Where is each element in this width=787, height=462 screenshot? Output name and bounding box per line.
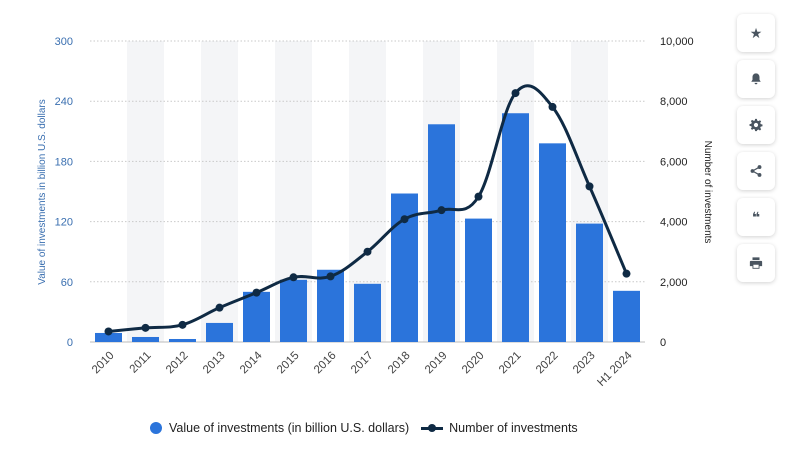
- x-tick-label: 2021: [497, 350, 524, 377]
- y-axis-left-title: Value of investments in billion U.S. dol…: [37, 99, 48, 284]
- bar[interactable]: [132, 336, 159, 342]
- y-tick-left: 0: [67, 337, 73, 349]
- line-series: [104, 84, 631, 336]
- x-tick-label: 2012: [164, 350, 191, 377]
- column-band: [201, 41, 238, 342]
- x-tick-label: 2022: [534, 350, 561, 377]
- quote-icon: ❝: [751, 208, 761, 225]
- y-tick-right: 0: [660, 337, 666, 349]
- x-tick-label: 2011: [128, 350, 154, 376]
- line-point[interactable]: [363, 247, 372, 256]
- x-tick-label: 2020: [460, 350, 487, 377]
- y-tick-right: 10,000: [660, 36, 694, 48]
- line-point[interactable]: [252, 288, 261, 297]
- line-point[interactable]: [104, 327, 113, 336]
- legend: Value of investments (in billion U.S. do…: [150, 421, 590, 435]
- legend-bar-label: Value of investments (in billion U.S. do…: [169, 421, 410, 435]
- bars: [95, 113, 640, 343]
- bar[interactable]: [502, 113, 529, 343]
- line-point[interactable]: [326, 272, 335, 281]
- bar[interactable]: [465, 218, 492, 342]
- settings-button[interactable]: [737, 106, 775, 144]
- bar[interactable]: [539, 143, 566, 342]
- line-point[interactable]: [141, 323, 150, 332]
- legend-item-line[interactable]: Number of investments: [421, 421, 578, 435]
- bar[interactable]: [95, 332, 122, 342]
- legend-item-bars[interactable]: Value of investments (in billion U.S. do…: [150, 421, 409, 435]
- x-tick-label: 2010: [90, 350, 117, 377]
- y-tick-left: 300: [55, 36, 73, 48]
- y-tick-left: 120: [55, 217, 73, 229]
- line-point[interactable]: [437, 206, 446, 215]
- favorite-button[interactable]: ★: [737, 14, 775, 52]
- y-tick-right: 8,000: [660, 96, 688, 108]
- x-tick-label: 2013: [201, 350, 228, 377]
- bar[interactable]: [576, 223, 603, 342]
- bar[interactable]: [243, 291, 270, 342]
- x-tick-label: 2023: [571, 350, 598, 377]
- line-point[interactable]: [289, 273, 298, 282]
- bar[interactable]: [317, 269, 344, 342]
- bar[interactable]: [169, 338, 196, 342]
- bar[interactable]: [428, 124, 455, 342]
- legend-bar-marker: [150, 422, 162, 434]
- x-tick-label: 2018: [386, 350, 413, 377]
- line-point[interactable]: [474, 192, 483, 201]
- legend-line-marker: [421, 422, 444, 434]
- line-point[interactable]: [215, 303, 224, 312]
- share-icon: [750, 165, 762, 177]
- bar[interactable]: [280, 279, 307, 342]
- gear-icon: [749, 118, 763, 132]
- y-tick-left: 180: [55, 156, 73, 168]
- bell-icon: [751, 73, 761, 85]
- chart-toolbar: ★ ❝: [737, 14, 775, 290]
- x-tick-label: H1 2024: [595, 349, 635, 389]
- line-point[interactable]: [400, 215, 409, 224]
- y-tick-left: 240: [55, 96, 73, 108]
- line-point[interactable]: [178, 320, 187, 329]
- line-point[interactable]: [622, 269, 631, 278]
- print-icon: [749, 257, 763, 269]
- legend-line-label: Number of investments: [449, 421, 578, 435]
- notification-button[interactable]: [737, 60, 775, 98]
- y-tick-right: 4,000: [660, 217, 688, 229]
- x-tick-label: 2014: [238, 349, 265, 376]
- y-axis-right-title: Number of investments: [702, 141, 713, 244]
- y-tick-right: 6,000: [660, 156, 688, 168]
- column-band: [127, 41, 164, 342]
- line-point[interactable]: [585, 182, 594, 191]
- x-tick-label: 2016: [312, 350, 339, 377]
- share-button[interactable]: [737, 152, 775, 190]
- line-point[interactable]: [511, 89, 520, 98]
- bar[interactable]: [354, 283, 381, 342]
- bar[interactable]: [613, 290, 640, 342]
- star-icon: ★: [749, 24, 763, 41]
- x-tick-label: 2019: [423, 350, 450, 377]
- cite-button[interactable]: ❝: [737, 198, 775, 236]
- print-button[interactable]: [737, 244, 775, 282]
- x-tick-label: 2017: [349, 350, 376, 377]
- bar[interactable]: [206, 322, 233, 342]
- x-tick-label: 2015: [275, 350, 302, 377]
- y-tick-right: 2,000: [660, 277, 688, 289]
- line-point[interactable]: [548, 102, 557, 111]
- y-tick-left: 60: [61, 277, 73, 289]
